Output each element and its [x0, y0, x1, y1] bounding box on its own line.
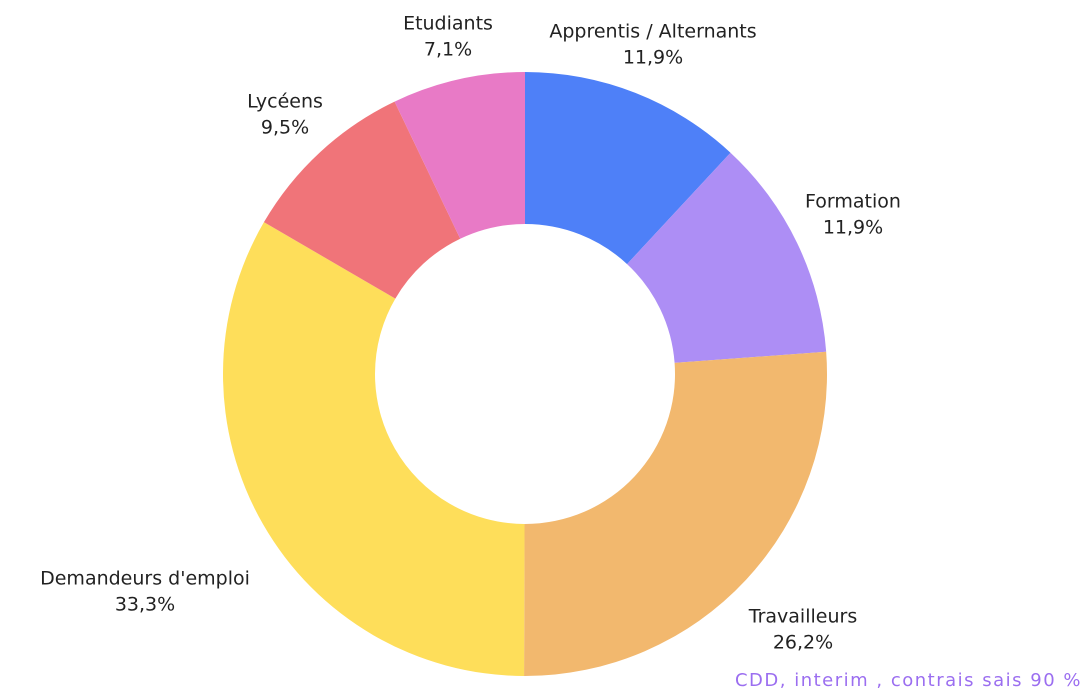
annotation: CDD, interim , contrais sais 90 %	[735, 670, 1082, 691]
donut-slice	[222, 222, 525, 676]
slice-label: Demandeurs d'emploi	[40, 568, 250, 590]
donut-slice	[394, 72, 525, 239]
slice-label: Formation	[805, 191, 901, 213]
slice-label: Etudiants	[403, 13, 493, 35]
slice-label: Lycéens	[247, 91, 323, 113]
slice-value: 7,1%	[424, 39, 472, 61]
slice-value: 11,9%	[823, 217, 883, 239]
slice-value: 11,9%	[623, 47, 683, 69]
slice-value: 26,2%	[773, 632, 833, 654]
slice-value: 33,3%	[115, 594, 175, 616]
slice-value: 9,5%	[261, 117, 309, 139]
donut-slice	[524, 351, 828, 677]
slice-label: Travailleurs	[748, 606, 857, 628]
donut-slice	[525, 72, 731, 265]
slice-label: Apprentis / Alternants	[549, 21, 756, 43]
donut-slice	[263, 101, 461, 299]
donut-slice	[627, 152, 827, 363]
